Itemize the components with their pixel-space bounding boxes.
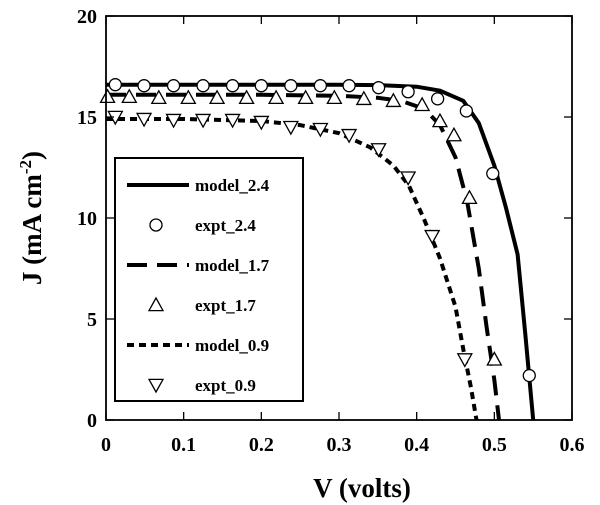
data-point-expt_0.9 (282, 120, 299, 136)
x-tick-label: 0.5 (482, 434, 507, 456)
data-point-expt_2.4 (342, 79, 356, 93)
data-point-expt_2.4 (459, 104, 474, 118)
legend-marker-expt_2.4 (149, 218, 163, 232)
data-point-expt_2.4 (108, 78, 122, 92)
data-point-expt_2.4 (166, 79, 181, 93)
y-tick-label: 5 (87, 309, 97, 331)
data-point-expt_1.7 (267, 89, 285, 105)
legend: model_2.4 expt_2.4 model_1.7 expt_1.7 model_… (114, 157, 304, 402)
data-point-expt_1.7 (326, 89, 343, 105)
data-point-expt_2.4 (486, 166, 500, 181)
y-axis-title: J (mA cm-2) (16, 151, 47, 285)
data-point-expt_0.9 (135, 112, 153, 128)
series-line-model_2.4 (106, 82, 536, 421)
x-tick-label: 0.1 (171, 434, 196, 456)
data-point-expt_2.4 (225, 79, 240, 93)
plot-marks (99, 78, 536, 421)
data-point-expt_2.4 (196, 79, 210, 93)
data-point-expt_0.9 (253, 115, 270, 131)
data-point-expt_0.9 (224, 113, 241, 129)
x-tick-label: 0.2 (249, 434, 274, 456)
x-tick-label: 0 (101, 434, 111, 456)
axis-ticks: 0 0.1 0.2 0.3 0.4 0.5 0.6 0 5 10 15 20 (77, 6, 585, 456)
legend-label-model_2.4: model_2.4 (195, 176, 270, 195)
y-tick-label: 15 (77, 107, 97, 129)
data-point-expt_1.7 (208, 89, 226, 105)
y-axis-title-main: J (mA cm (17, 174, 47, 285)
data-point-expt_1.7 (121, 88, 138, 104)
legend-box (114, 157, 304, 402)
data-point-expt_1.7 (297, 89, 314, 105)
data-point-expt_1.7 (486, 351, 503, 366)
data-point-expt_1.7 (461, 189, 478, 205)
x-tick-label: 0.4 (404, 434, 429, 456)
data-point-expt_2.4 (430, 92, 445, 106)
data-point-expt_1.7 (413, 96, 431, 112)
x-axis-title: V (volts) (313, 473, 411, 503)
data-point-expt_0.9 (370, 143, 387, 158)
data-point-expt_0.9 (312, 122, 329, 138)
legend-label-model_1.7: model_1.7 (195, 256, 270, 275)
y-tick-label: 10 (77, 208, 97, 230)
legend-label-model_0.9: model_0.9 (195, 336, 269, 355)
y-axis-title-close: ) (17, 151, 47, 160)
y-tick-label: 20 (77, 6, 97, 28)
data-point-expt_2.4 (137, 79, 151, 93)
data-point-expt_1.7 (150, 89, 167, 105)
data-point-expt_0.9 (400, 171, 417, 186)
series-line-model_0.9 (106, 117, 479, 421)
data-point-expt_2.4 (371, 81, 386, 95)
data-point-expt_2.4 (522, 368, 536, 383)
data-point-expt_1.7 (355, 90, 372, 106)
x-tick-label: 0.3 (327, 434, 352, 456)
data-point-expt_0.9 (194, 113, 212, 129)
data-point-expt_2.4 (284, 79, 298, 93)
legend-label-expt_1.7: expt_1.7 (195, 296, 256, 315)
y-axis-title-superscript: -2 (16, 160, 35, 174)
y-tick-label: 0 (87, 410, 97, 432)
data-point-expt_0.9 (340, 128, 358, 144)
legend-label-expt_2.4: expt_2.4 (195, 216, 256, 235)
legend-entries: model_2.4 expt_2.4 model_1.7 expt_1.7 model_… (127, 176, 270, 395)
legend-marker-expt_0.9 (147, 378, 165, 394)
data-point-expt_0.9 (165, 113, 182, 129)
data-point-expt_1.7 (99, 88, 116, 104)
data-point-expt_1.7 (431, 112, 449, 128)
data-point-expt_2.4 (254, 79, 268, 93)
data-point-expt_2.4 (313, 79, 328, 93)
data-point-expt_0.9 (107, 110, 124, 126)
data-point-expt_1.7 (238, 89, 255, 105)
data-point-expt_0.9 (424, 229, 441, 245)
data-point-expt_1.7 (385, 92, 402, 108)
data-point-expt_2.4 (401, 85, 415, 99)
legend-label-expt_0.9: expt_0.9 (195, 376, 256, 395)
data-point-expt_0.9 (456, 353, 473, 368)
x-tick-label: 0.6 (560, 434, 585, 456)
data-point-expt_1.7 (445, 126, 463, 142)
legend-marker-expt_1.7 (147, 296, 165, 312)
data-point-expt_1.7 (180, 89, 197, 105)
